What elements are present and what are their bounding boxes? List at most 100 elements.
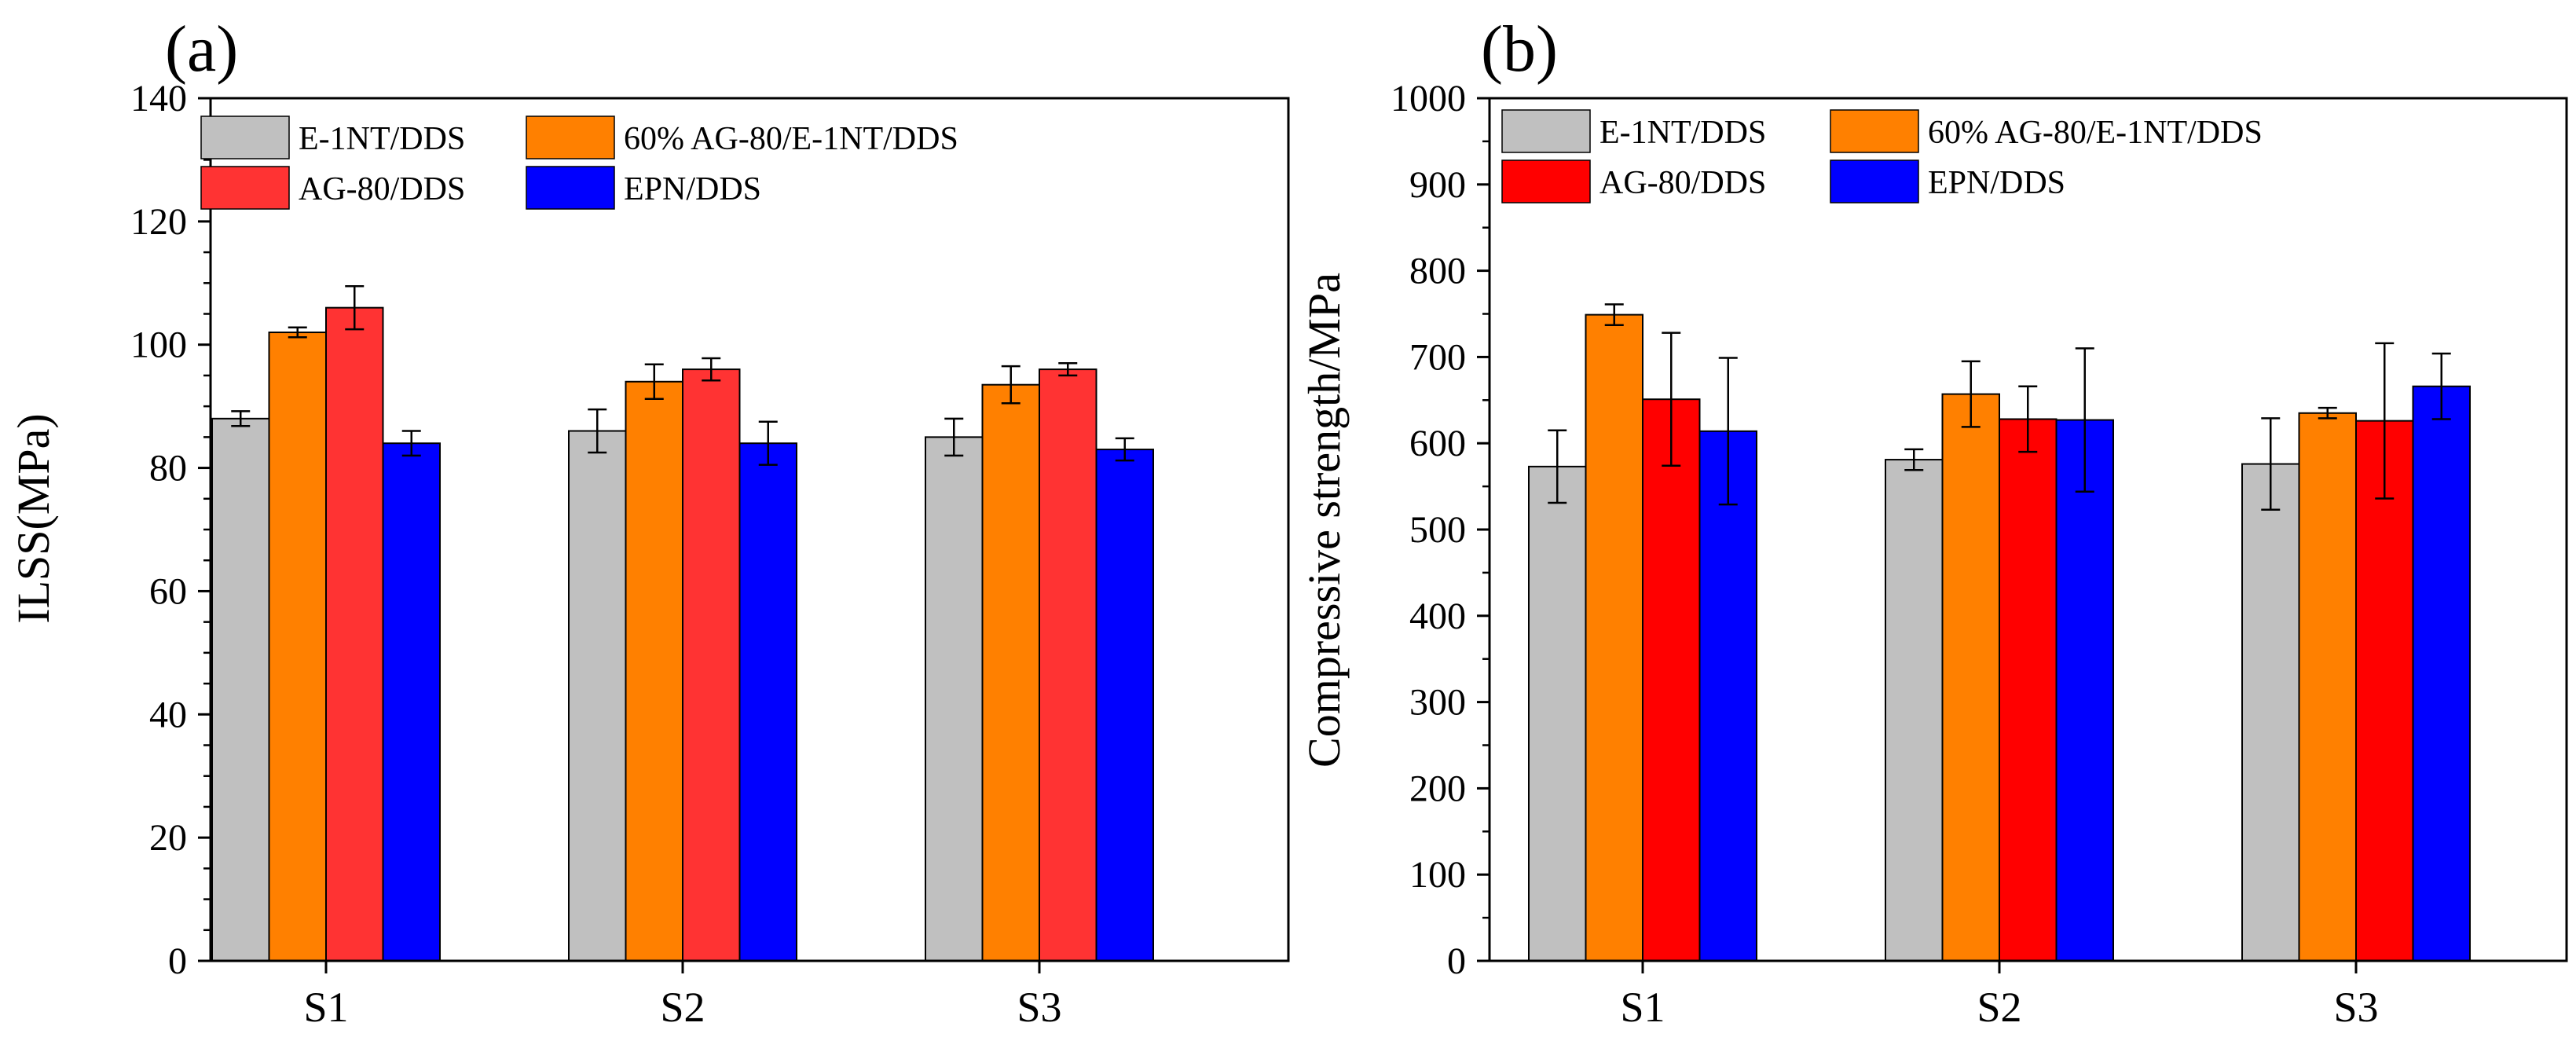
error-bar-a-s3-4 xyxy=(1115,437,1134,462)
error-bar-b-s3-2 xyxy=(2318,406,2337,420)
legend-label-a-1: E-1NT/DDS xyxy=(299,121,465,157)
bar-b-s2-4 xyxy=(2055,419,2114,962)
y-ticks-b: 0 100 200 300 400 500 600 700 800 900 1000 xyxy=(1391,78,1490,982)
bars-b xyxy=(1528,313,2471,962)
bar-a-s1-4 xyxy=(382,442,441,962)
bar-b-s3-3 xyxy=(2355,420,2414,962)
bar-a-s1-3 xyxy=(325,306,384,962)
y-tick-label-a-4: 80 xyxy=(149,448,187,489)
y-tick-label-a-0: 0 xyxy=(168,940,187,982)
panel-label-b: (b) xyxy=(1481,13,1558,86)
y-axis-title-a: ILSS(MPa) xyxy=(8,413,59,623)
error-bar-a-s1-4 xyxy=(401,430,421,457)
legend-label-a-2: 60% AG-80/E-1NT/DDS xyxy=(624,121,958,157)
error-bar-b-s3-1 xyxy=(2261,417,2281,511)
chart-panel-a: (a) ILSS(MPa) 0 20 40 60 80 100 120 140 S1 S2 S… xyxy=(8,13,1290,1031)
legend-label-b-4: EPN/DDS xyxy=(1928,165,2065,201)
y-tick-label-b-9: 900 xyxy=(1409,164,1466,206)
legend-swatch-a-2 xyxy=(526,115,615,159)
bar-b-s3-2 xyxy=(2298,412,2357,962)
error-bar-b-s3-3 xyxy=(2375,342,2395,500)
y-tick-label-a-7: 140 xyxy=(130,78,187,119)
legend-label-b-1: E-1NT/DDS xyxy=(1599,115,1766,151)
legend-swatch-a-3 xyxy=(200,166,290,210)
y-tick-label-a-1: 20 xyxy=(149,817,187,859)
error-bar-a-s1-1 xyxy=(231,410,251,427)
legend-b: E-1NT/DDS 60% AG-80/E-1NT/DDS AG-80/DDS … xyxy=(1501,109,2263,203)
panel-label-a: (a) xyxy=(165,13,238,86)
y-tick-label-b-0: 0 xyxy=(1447,940,1466,982)
bar-a-s2-3 xyxy=(682,368,741,962)
y-tick-label-b-4: 400 xyxy=(1409,596,1466,637)
error-bar-b-s2-3 xyxy=(2018,385,2038,453)
error-bars-a xyxy=(231,284,1134,466)
legend-swatch-b-3 xyxy=(1501,159,1591,203)
bar-a-s2-4 xyxy=(738,442,797,962)
bar-b-s1-3 xyxy=(1642,398,1701,962)
y-tick-label-a-6: 120 xyxy=(130,201,187,243)
x-tick-label-a-s3: S3 xyxy=(1017,984,1061,1031)
x-tick-label-b-s2: S2 xyxy=(1977,984,2021,1031)
error-bar-a-s2-4 xyxy=(758,420,778,466)
error-bar-a-s2-3 xyxy=(702,357,721,382)
y-tick-label-a-3: 60 xyxy=(149,570,187,612)
bar-a-s3-4 xyxy=(1095,449,1154,962)
legend-label-a-3: AG-80/DDS xyxy=(299,171,465,207)
bar-a-s3-2 xyxy=(981,383,1040,962)
bar-a-s1-1 xyxy=(211,417,270,962)
error-bar-a-s1-2 xyxy=(288,326,307,339)
error-bar-a-s1-3 xyxy=(345,284,365,331)
x-tick-label-a-s1: S1 xyxy=(303,984,348,1031)
legend-label-b-3: AG-80/DDS xyxy=(1599,165,1766,201)
error-bar-a-s2-2 xyxy=(644,363,664,400)
error-bar-b-s3-4 xyxy=(2431,352,2451,420)
bar-b-s3-4 xyxy=(2412,385,2471,962)
bar-b-s2-3 xyxy=(1999,418,2058,962)
legend-swatch-b-4 xyxy=(1830,159,1919,203)
bar-a-s3-1 xyxy=(925,436,984,962)
x-ticks-b: S1 S2 S3 xyxy=(1620,961,2379,1031)
bar-b-s1-4 xyxy=(1698,430,1757,962)
legend-label-a-4: EPN/DDS xyxy=(624,171,761,207)
bar-b-s3-1 xyxy=(2241,463,2300,962)
error-bar-b-s2-2 xyxy=(1961,360,1981,428)
y-tick-label-b-1: 100 xyxy=(1409,854,1466,896)
bar-b-s1-1 xyxy=(1528,465,1587,962)
y-axis-title-b: Compressive strength/MPa xyxy=(1299,273,1350,768)
y-tick-label-b-6: 600 xyxy=(1409,423,1466,464)
error-bar-b-s1-2 xyxy=(1604,303,1624,327)
legend-swatch-b-2 xyxy=(1830,109,1919,153)
y-tick-label-b-7: 700 xyxy=(1409,336,1466,378)
error-bar-a-s3-1 xyxy=(944,417,964,457)
legend-swatch-b-1 xyxy=(1501,109,1591,153)
plot-frame-a xyxy=(209,97,1290,962)
bar-a-s1-2 xyxy=(268,332,327,962)
y-tick-label-b-8: 800 xyxy=(1409,251,1466,292)
bar-b-s2-2 xyxy=(1941,393,2000,962)
y-tick-label-b-2: 200 xyxy=(1409,768,1466,809)
legend-a: E-1NT/DDS 60% AG-80/E-1NT/DDS AG-80/DDS … xyxy=(200,115,958,210)
error-bar-a-s3-2 xyxy=(1001,365,1021,405)
error-bar-b-s1-3 xyxy=(1662,332,1681,467)
error-bar-b-s2-1 xyxy=(1904,448,1924,471)
error-bars-b xyxy=(1548,303,2451,511)
x-tick-label-b-s3: S3 xyxy=(2333,984,2378,1031)
bars-a xyxy=(211,306,1154,962)
y-tick-label-a-2: 40 xyxy=(149,694,187,735)
error-bar-b-s1-1 xyxy=(1548,429,1567,504)
error-bar-b-s1-4 xyxy=(1718,357,1738,506)
y-tick-label-a-5: 100 xyxy=(130,324,187,366)
error-bar-a-s2-1 xyxy=(588,408,607,454)
x-ticks-a: S1 S2 S3 xyxy=(303,961,1062,1031)
y-ticks-a: 0 20 40 60 80 100 120 140 xyxy=(130,78,211,982)
legend-swatch-a-4 xyxy=(526,166,615,210)
error-bar-b-s2-4 xyxy=(2075,347,2094,493)
y-tick-label-b-10: 1000 xyxy=(1391,78,1466,119)
legend-label-b-2: 60% AG-80/E-1NT/DDS xyxy=(1928,115,2263,151)
error-bar-a-s3-3 xyxy=(1058,361,1078,377)
y-tick-label-b-3: 300 xyxy=(1409,682,1466,724)
bar-b-s2-1 xyxy=(1885,459,1944,962)
plot-frame-b xyxy=(1488,97,2568,962)
bar-b-s1-2 xyxy=(1585,313,1643,962)
